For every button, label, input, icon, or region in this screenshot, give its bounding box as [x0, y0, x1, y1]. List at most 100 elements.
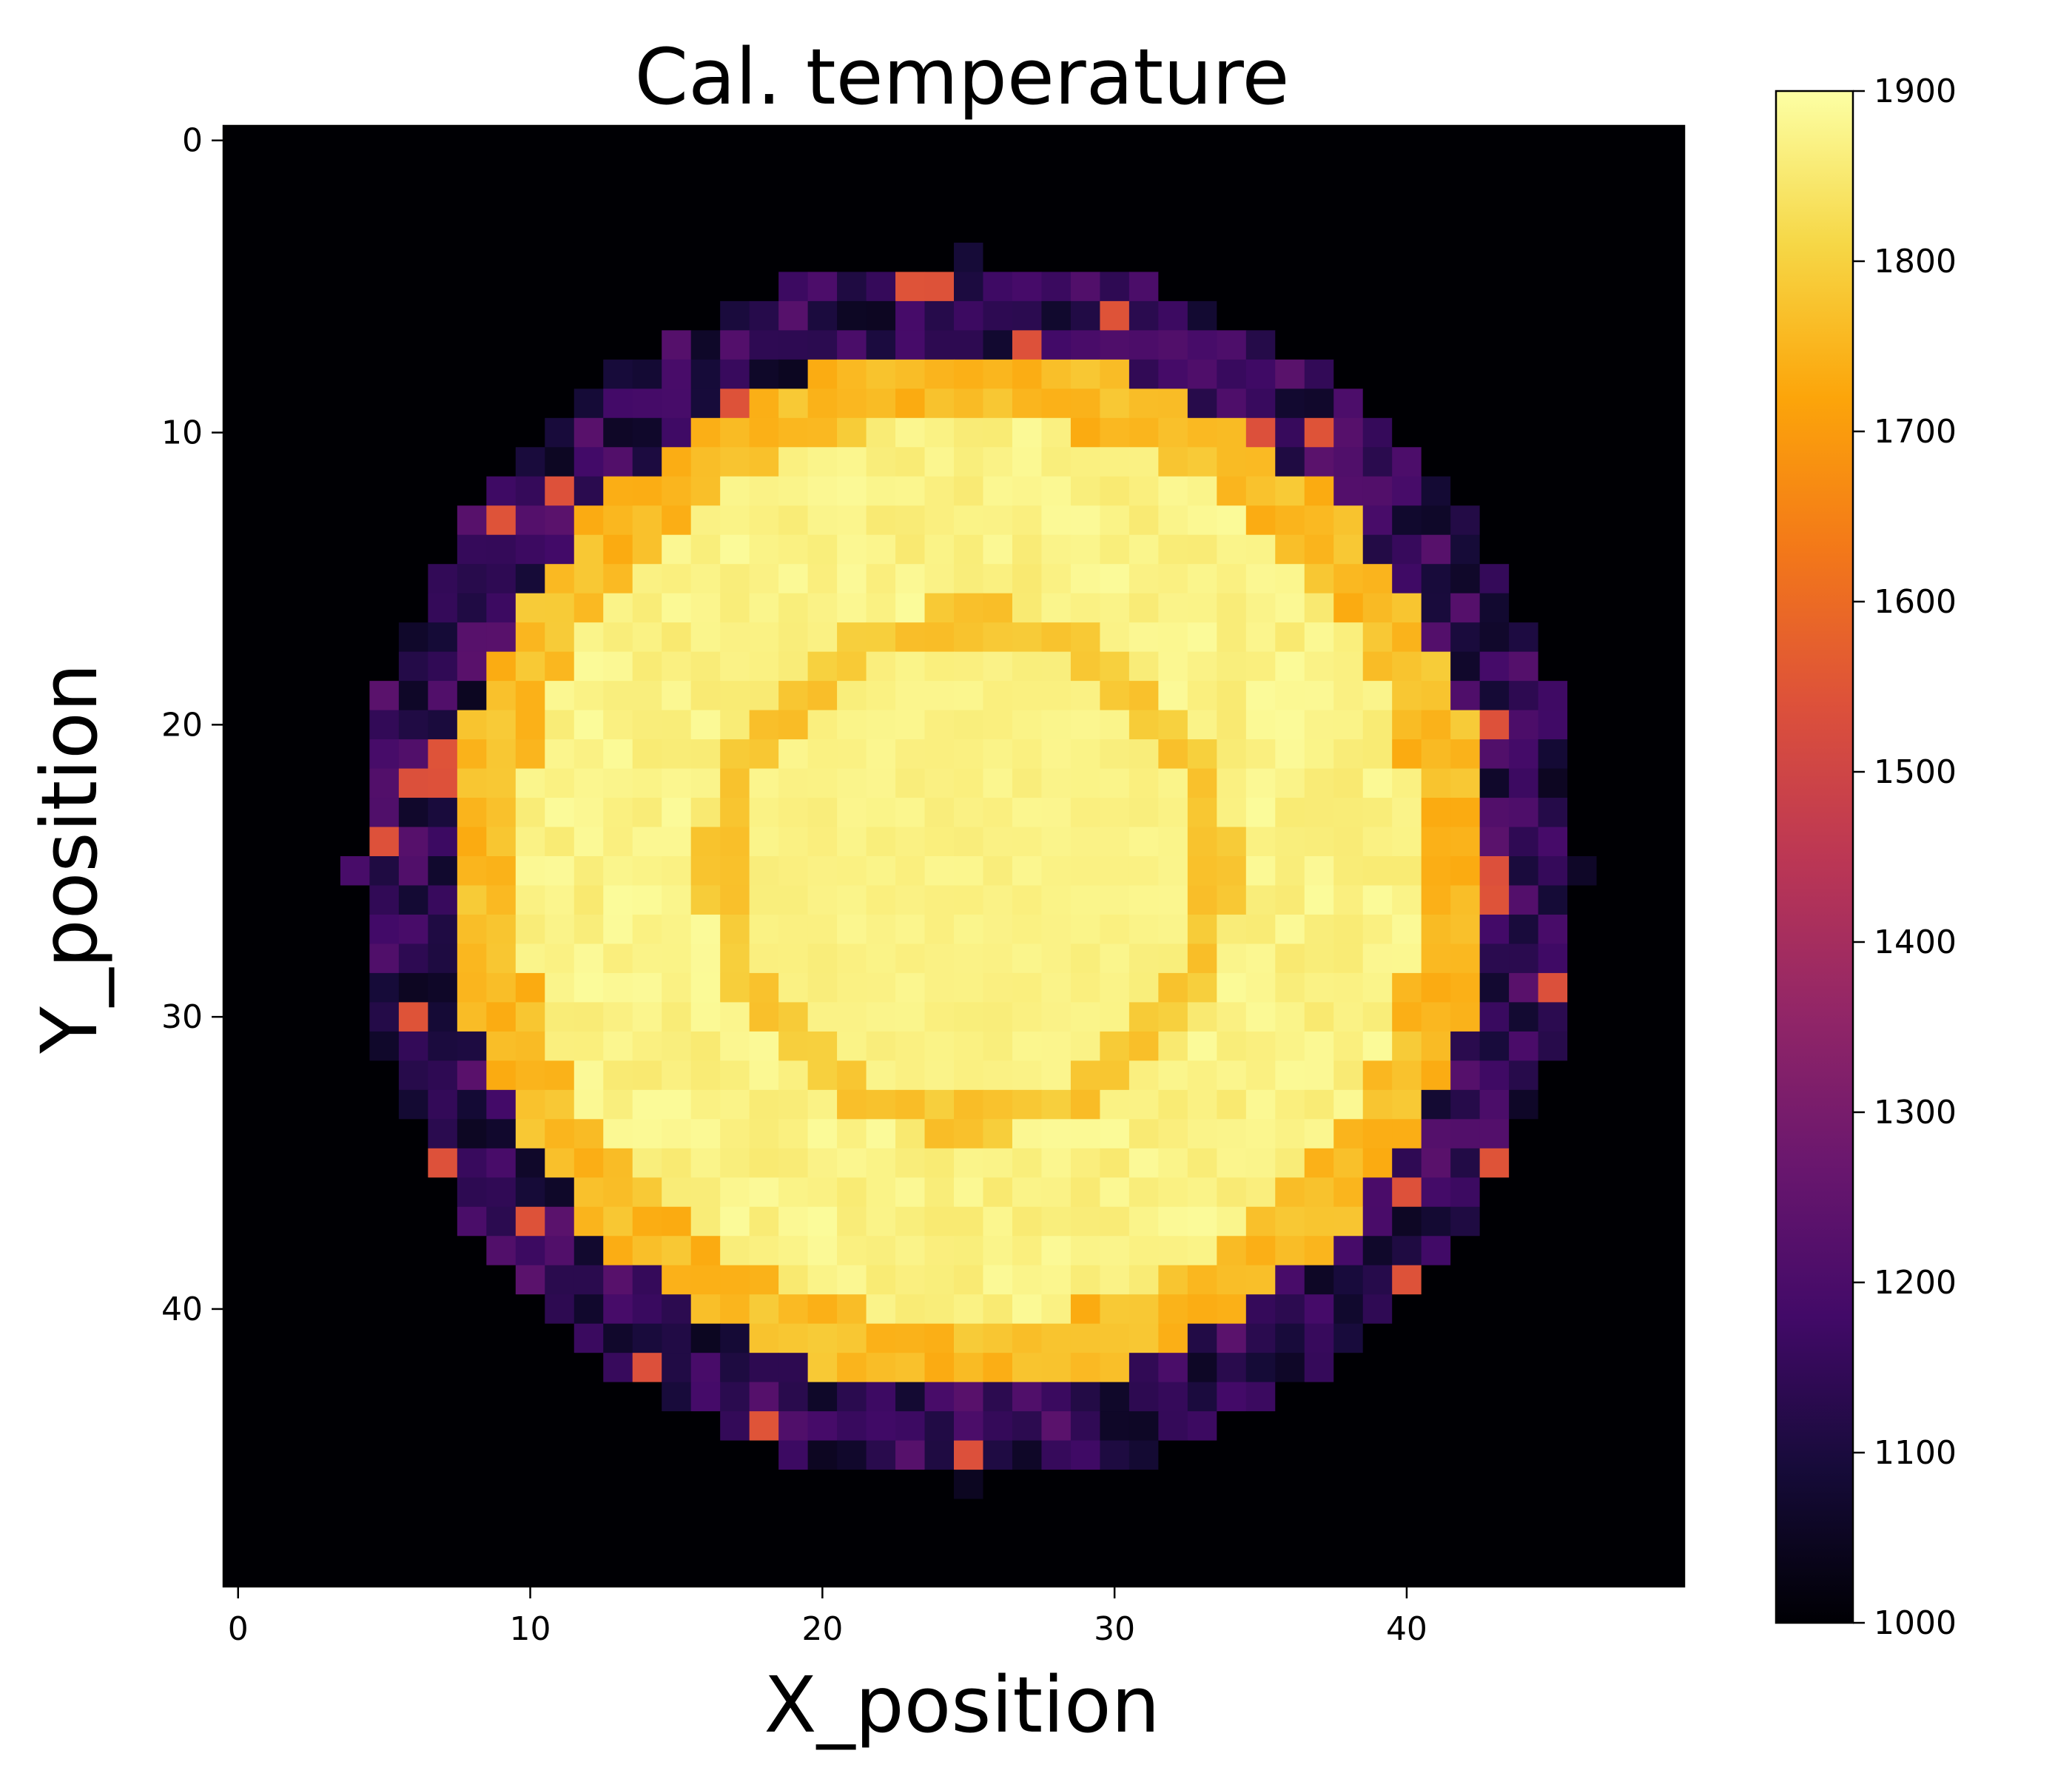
heatmap-cell	[1626, 300, 1656, 331]
heatmap-cell	[545, 1294, 575, 1325]
heatmap-cell	[1421, 388, 1451, 419]
heatmap-cell	[1128, 622, 1159, 653]
heatmap-cell	[1187, 1382, 1217, 1412]
heatmap-cell	[720, 126, 750, 156]
heatmap-cell	[1217, 1323, 1247, 1353]
heatmap-cell	[1626, 622, 1656, 653]
heatmap-cell	[662, 651, 692, 682]
heatmap-cell	[662, 505, 692, 536]
heatmap-cell	[603, 534, 633, 565]
heatmap-cell	[515, 1265, 545, 1295]
heatmap-cell	[662, 1382, 692, 1412]
heatmap-cell	[632, 476, 662, 506]
heatmap-cell	[662, 1177, 692, 1208]
heatmap-cell	[515, 768, 545, 798]
heatmap-cell	[369, 972, 400, 1003]
heatmap-cell	[778, 300, 809, 331]
heatmap-cell	[603, 447, 633, 477]
heatmap-cell	[1450, 593, 1481, 623]
heatmap-cell	[1304, 798, 1334, 828]
heatmap-cell	[807, 1470, 838, 1500]
heatmap-cell	[807, 972, 838, 1003]
heatmap-cell	[807, 447, 838, 477]
heatmap-cell	[1538, 1148, 1568, 1178]
heatmap-cell	[1538, 242, 1568, 272]
heatmap-cell	[486, 944, 517, 974]
heatmap-cell	[837, 827, 867, 857]
heatmap-cell	[1362, 710, 1393, 740]
heatmap-cell	[866, 300, 896, 331]
heatmap-cell	[252, 564, 283, 594]
heatmap-cell	[486, 564, 517, 594]
heatmap-cell	[398, 447, 428, 477]
heatmap-cell	[720, 1470, 750, 1500]
heatmap-cell	[1421, 651, 1451, 682]
heatmap-cell	[1012, 972, 1043, 1003]
heatmap-cell	[1538, 272, 1568, 302]
heatmap-cell	[545, 1353, 575, 1383]
heatmap-cell	[778, 798, 809, 828]
heatmap-cell	[486, 184, 517, 215]
heatmap-cell	[837, 300, 867, 331]
heatmap-cell	[457, 184, 487, 215]
heatmap-cell	[1567, 1119, 1598, 1149]
heatmap-cell	[1596, 1440, 1627, 1470]
heatmap-cell	[369, 1528, 400, 1558]
heatmap-cell	[632, 1265, 662, 1295]
heatmap-cell	[545, 155, 575, 185]
heatmap-cell	[1392, 1206, 1422, 1237]
heatmap-cell	[1655, 155, 1685, 185]
heatmap-cell	[1626, 417, 1656, 448]
heatmap-cell	[866, 914, 896, 945]
heatmap-cell	[662, 914, 692, 945]
heatmap-cell	[1100, 564, 1130, 594]
heatmap-cell	[311, 827, 341, 857]
heatmap-cell	[837, 1002, 867, 1032]
heatmap-cell	[574, 1148, 604, 1178]
heatmap-cell	[632, 272, 662, 302]
heatmap-cell	[1187, 1177, 1217, 1208]
heatmap-cell	[311, 1528, 341, 1558]
heatmap-cell	[603, 1206, 633, 1237]
heatmap-cell	[1479, 1206, 1510, 1237]
heatmap-cell	[398, 1206, 428, 1237]
heatmap-cell	[1479, 1470, 1510, 1500]
heatmap-cell	[1304, 651, 1334, 682]
heatmap-cell	[632, 1353, 662, 1383]
heatmap-cell	[340, 564, 370, 594]
heatmap-cell	[1450, 1440, 1481, 1470]
heatmap-cell	[690, 1557, 721, 1587]
heatmap-cell	[1245, 1206, 1276, 1237]
heatmap-cell	[457, 1265, 487, 1295]
heatmap-cell	[983, 1060, 1013, 1091]
heatmap-cell	[807, 155, 838, 185]
heatmap-cell	[252, 359, 283, 389]
heatmap-cell	[866, 213, 896, 243]
heatmap-cell	[252, 1557, 283, 1587]
heatmap-cell	[1304, 1470, 1334, 1500]
heatmap-cell	[545, 593, 575, 623]
heatmap-cell	[252, 242, 283, 272]
heatmap-cell	[924, 1265, 955, 1295]
heatmap-cell	[603, 300, 633, 331]
heatmap-cell	[1217, 359, 1247, 389]
heatmap-cell	[1304, 1002, 1334, 1032]
heatmap-cell	[1392, 564, 1422, 594]
heatmap-cell	[398, 1148, 428, 1178]
heatmap-cell	[1012, 300, 1043, 331]
heatmap-cell	[1655, 798, 1685, 828]
heatmap-cell	[1479, 827, 1510, 857]
heatmap-cell	[398, 564, 428, 594]
heatmap-cell	[983, 798, 1013, 828]
heatmap-cell	[281, 651, 312, 682]
heatmap-cell	[1128, 1089, 1159, 1120]
heatmap-cell	[1012, 213, 1043, 243]
heatmap-cell	[1100, 710, 1130, 740]
heatmap-cell	[720, 681, 750, 711]
heatmap-cell	[1158, 1557, 1188, 1587]
heatmap-cell	[778, 593, 809, 623]
heatmap-cell	[574, 213, 604, 243]
heatmap-cell	[1538, 330, 1568, 360]
heatmap-cell	[1012, 798, 1043, 828]
heatmap-cell	[749, 476, 779, 506]
